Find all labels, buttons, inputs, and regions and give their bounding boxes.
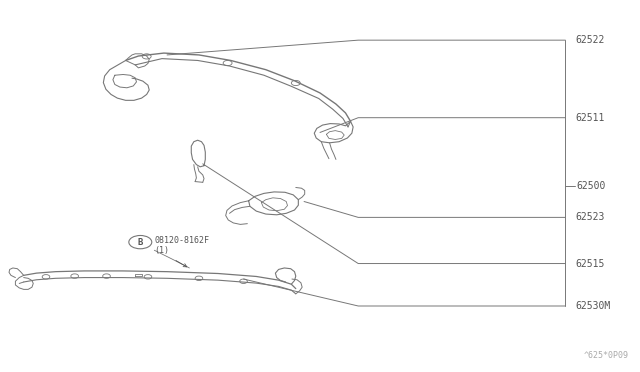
Text: ^625*0P09: ^625*0P09 [584, 351, 629, 360]
Text: 62530M: 62530M [575, 301, 610, 311]
Text: 62511: 62511 [575, 113, 604, 123]
Text: 62515: 62515 [575, 259, 604, 269]
Text: B: B [138, 238, 143, 247]
Text: 62522: 62522 [575, 35, 604, 45]
Text: 62500: 62500 [577, 181, 606, 191]
Text: (1): (1) [154, 246, 170, 255]
Text: 62523: 62523 [575, 212, 604, 222]
Text: 08120-8162F: 08120-8162F [154, 236, 209, 245]
